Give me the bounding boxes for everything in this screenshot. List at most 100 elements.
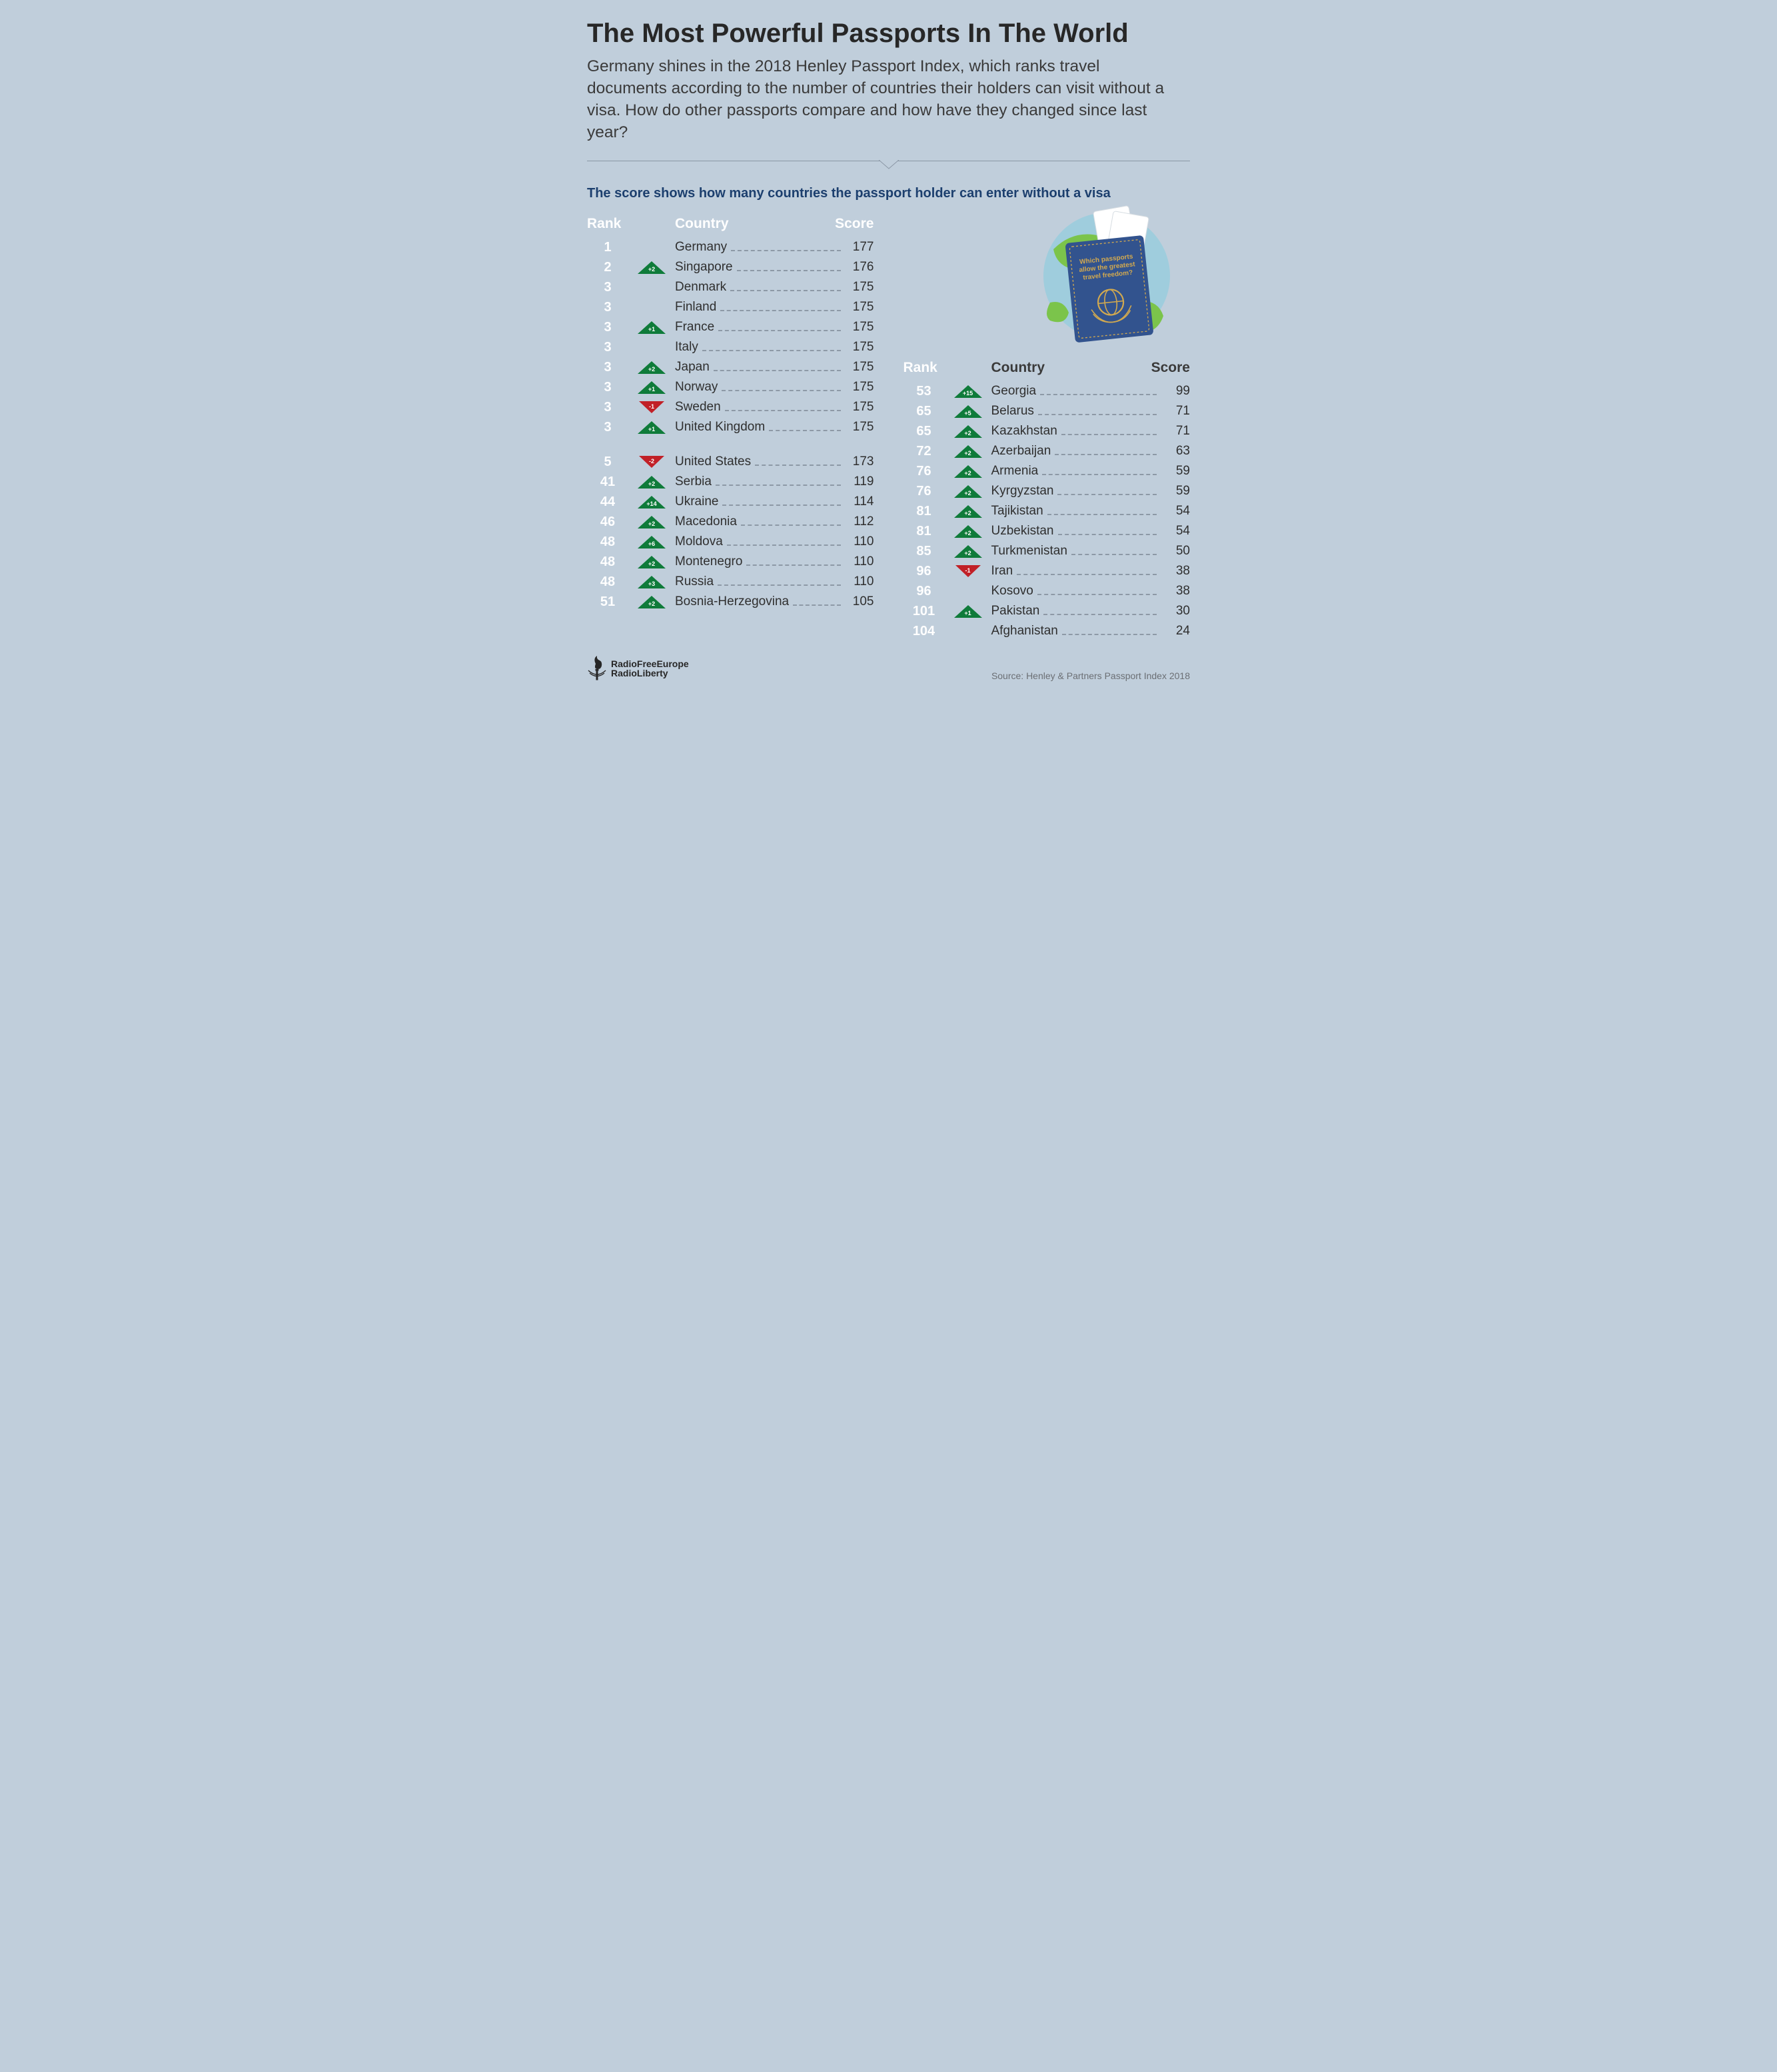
cell-rank: 2 bbox=[587, 260, 628, 275]
dot-leader bbox=[731, 244, 840, 251]
cell-score: 110 bbox=[842, 554, 874, 569]
change-up-icon: +2 bbox=[638, 516, 666, 528]
cell-change: -1 bbox=[945, 565, 991, 577]
cell-rank: 3 bbox=[587, 380, 628, 395]
passport-graphic: Which passports allow the greatest trave… bbox=[903, 216, 1191, 360]
cell-country: Russia bbox=[675, 574, 716, 589]
dot-leader bbox=[718, 578, 840, 586]
cell-country: Tajikistan bbox=[991, 504, 1046, 518]
table-row: 72 +2 Azerbaijan 63 bbox=[903, 441, 1191, 461]
cell-score: 175 bbox=[842, 280, 874, 295]
cell-score: 24 bbox=[1158, 624, 1190, 638]
cell-score: 173 bbox=[842, 455, 874, 469]
page-title: The Most Powerful Passports In The World bbox=[587, 19, 1190, 49]
cell-rank: 3 bbox=[587, 340, 628, 355]
cell-country: Turkmenistan bbox=[991, 544, 1070, 558]
dot-leader bbox=[1037, 588, 1157, 595]
cell-rank: 48 bbox=[587, 554, 628, 570]
source-text: Source: Henley & Partners Passport Index… bbox=[991, 670, 1190, 681]
cell-score: 63 bbox=[1158, 444, 1190, 459]
table-row: 81 +2 Uzbekistan 54 bbox=[903, 521, 1191, 541]
cell-rank: 81 bbox=[903, 504, 945, 519]
cell-score: 71 bbox=[1158, 424, 1190, 439]
rferl-logo: RadioFreeEurope RadioLiberty bbox=[587, 656, 689, 681]
cell-rank: 76 bbox=[903, 464, 945, 479]
change-up-icon: +2 bbox=[954, 465, 982, 478]
cell-country: Denmark bbox=[675, 280, 729, 295]
cell-country: Afghanistan bbox=[991, 624, 1061, 638]
cell-country: Japan bbox=[675, 360, 712, 375]
cell-country: Kosovo bbox=[991, 584, 1036, 598]
dot-leader bbox=[1058, 528, 1157, 535]
change-up-icon: +1 bbox=[954, 605, 982, 618]
infographic: The Most Powerful Passports In The World… bbox=[567, 0, 1210, 694]
table-row: 2 +2 Singapore 176 bbox=[587, 257, 874, 277]
cell-change: +6 bbox=[628, 536, 675, 548]
change-up-icon: +2 bbox=[638, 361, 666, 374]
dot-leader bbox=[1047, 508, 1157, 515]
cell-score: 175 bbox=[842, 380, 874, 395]
logo-line2: RadioLiberty bbox=[611, 668, 689, 678]
header-country: Country bbox=[675, 216, 830, 232]
cell-change: +2 bbox=[945, 485, 991, 498]
cell-country: Finland bbox=[675, 300, 719, 315]
cell-country: Pakistan bbox=[991, 604, 1043, 618]
cell-score: 175 bbox=[842, 320, 874, 335]
table-row: 5 -2 United States 173 bbox=[587, 452, 874, 472]
passport-globe-icon: Which passports allow the greatest trave… bbox=[1023, 203, 1190, 353]
cell-rank: 41 bbox=[587, 475, 628, 490]
dot-leader bbox=[722, 384, 840, 391]
change-up-icon: +2 bbox=[954, 545, 982, 558]
cell-country: Macedonia bbox=[675, 515, 740, 529]
cell-country: Kazakhstan bbox=[991, 424, 1060, 439]
dot-leader bbox=[1057, 488, 1157, 495]
cell-change: +2 bbox=[628, 361, 675, 374]
change-up-icon: +5 bbox=[954, 405, 982, 418]
table-row: 53 +15 Georgia 99 bbox=[903, 381, 1191, 401]
cell-rank: 51 bbox=[587, 594, 628, 610]
table-row: 51 +2 Bosnia-Herzegovina 105 bbox=[587, 592, 874, 612]
change-up-icon: +2 bbox=[954, 445, 982, 458]
cell-rank: 44 bbox=[587, 495, 628, 510]
change-up-icon: +3 bbox=[638, 576, 666, 588]
cell-score: 112 bbox=[842, 515, 874, 529]
dot-leader bbox=[1040, 388, 1157, 395]
cell-score: 114 bbox=[842, 495, 874, 509]
table-row: 65 +5 Belarus 71 bbox=[903, 401, 1191, 421]
cell-rank: 3 bbox=[587, 320, 628, 335]
cell-rank: 48 bbox=[587, 574, 628, 590]
left-rows: 1 Germany 177 2 +2 Singapore 176 3 Denma… bbox=[587, 237, 874, 612]
table-row: 3 Finland 175 bbox=[587, 297, 874, 317]
table-row: 48 +3 Russia 110 bbox=[587, 572, 874, 592]
table-header: Rank Country Score bbox=[903, 360, 1191, 376]
cell-rank: 72 bbox=[903, 444, 945, 459]
right-column: Which passports allow the greatest trave… bbox=[903, 216, 1191, 641]
cell-country: Sweden bbox=[675, 400, 724, 415]
cell-score: 175 bbox=[842, 340, 874, 355]
cell-score: 175 bbox=[842, 300, 874, 315]
cell-score: 50 bbox=[1158, 544, 1190, 558]
cell-score: 54 bbox=[1158, 524, 1190, 538]
cell-change: +2 bbox=[628, 261, 675, 274]
table-row: 48 +6 Moldova 110 bbox=[587, 532, 874, 552]
cell-country: Georgia bbox=[991, 384, 1039, 399]
header-rank: Rank bbox=[903, 360, 945, 376]
table-header: Rank Country Score bbox=[587, 216, 874, 232]
cell-country: Italy bbox=[675, 340, 701, 355]
dot-leader bbox=[741, 518, 841, 526]
cell-score: 38 bbox=[1158, 584, 1190, 598]
dot-leader bbox=[720, 304, 840, 311]
table-row: 44 +14 Ukraine 114 bbox=[587, 492, 874, 512]
cell-score: 105 bbox=[842, 594, 874, 609]
dot-leader bbox=[1062, 628, 1157, 635]
cell-change: +2 bbox=[628, 596, 675, 608]
cell-change: +1 bbox=[628, 421, 675, 434]
cell-change: +1 bbox=[628, 381, 675, 394]
cell-change: +2 bbox=[628, 476, 675, 489]
cell-rank: 76 bbox=[903, 484, 945, 499]
dot-leader bbox=[1071, 548, 1157, 555]
cell-change: +2 bbox=[945, 525, 991, 538]
cell-score: 176 bbox=[842, 260, 874, 275]
cell-country: United Kingdom bbox=[675, 420, 768, 435]
cell-rank: 65 bbox=[903, 424, 945, 439]
